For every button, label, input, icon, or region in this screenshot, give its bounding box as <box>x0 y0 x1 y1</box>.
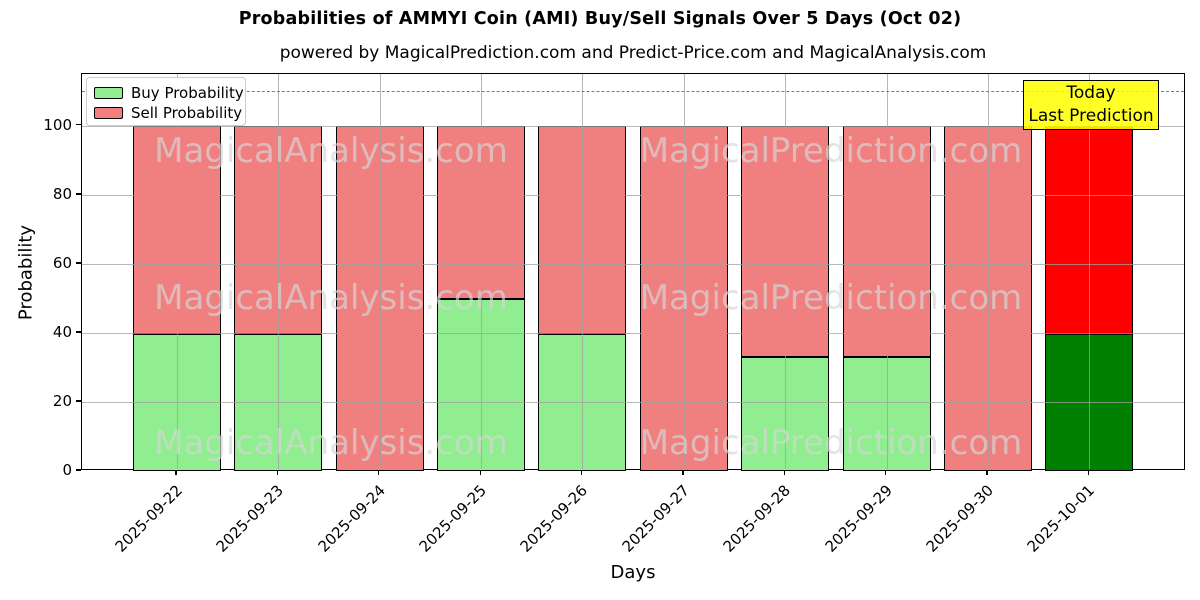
x-axis-label: Days <box>610 562 656 583</box>
y-tick-mark <box>76 262 81 264</box>
gridline-vertical <box>481 74 483 469</box>
y-tick-label: 40 <box>52 322 72 341</box>
x-tick-label: 2025-09-22 <box>111 481 187 556</box>
x-tick-label: 2025-09-28 <box>719 481 795 556</box>
y-tick-label: 80 <box>52 184 72 203</box>
watermark-prediction: MagicalPrediction.com <box>639 278 1023 318</box>
x-tick-mark <box>1087 470 1090 475</box>
gridline-vertical <box>278 74 280 469</box>
gridline-vertical <box>379 74 381 469</box>
legend-item-sell: Sell Probability <box>94 104 245 122</box>
legend-label-sell: Sell Probability <box>131 104 243 122</box>
gridline-vertical <box>177 74 178 469</box>
x-tick-mark <box>276 470 279 475</box>
y-tick-label: 0 <box>62 461 72 479</box>
x-tick-label: 2025-09-25 <box>415 481 491 556</box>
watermark-analysis: MagicalAnalysis.com <box>154 131 508 171</box>
x-tick-label: 2025-09-27 <box>618 481 693 556</box>
today-annotation-line1: Today <box>1066 83 1116 103</box>
gridline-vertical <box>987 74 989 469</box>
x-tick-mark <box>884 470 887 475</box>
gridline-vertical <box>582 74 584 469</box>
x-tick-label: 2025-09-30 <box>922 481 997 556</box>
chart-title: Probabilities of AMMYI Coin (AMI) Buy/Se… <box>238 9 962 29</box>
today-annotation: Today Last Prediction <box>1023 80 1159 130</box>
y-tick-label: 60 <box>52 253 72 272</box>
x-tick-label: 2025-09-26 <box>517 481 592 556</box>
y-tick-mark <box>76 400 81 402</box>
x-tick-label: 2025-09-29 <box>821 481 896 556</box>
y-tick-mark <box>76 193 81 195</box>
x-tick-mark <box>783 470 785 475</box>
gridline-vertical <box>785 74 787 469</box>
x-tick-mark <box>175 470 177 475</box>
watermark-analysis: MagicalAnalysis.com <box>154 423 508 463</box>
gridline-horizontal <box>82 263 1184 265</box>
gridline-vertical <box>886 74 888 469</box>
dashed-threshold-line <box>82 91 1184 93</box>
x-tick-label: 2025-09-23 <box>213 481 288 556</box>
plot-area: Buy Probability Sell Probability Today L… <box>81 73 1185 471</box>
y-tick-mark <box>76 331 81 333</box>
gridline-horizontal <box>82 194 1184 196</box>
today-annotation-line2: Last Prediction <box>1028 106 1154 126</box>
x-tick-mark <box>479 470 481 475</box>
watermark-analysis: MagicalAnalysis.com <box>154 278 508 318</box>
gridline-vertical <box>683 74 685 469</box>
y-tick-label: 100 <box>43 115 72 134</box>
y-tick-mark <box>76 124 81 126</box>
gridline-vertical <box>1089 74 1091 469</box>
x-tick-mark <box>580 470 583 475</box>
x-tick-label: 2025-10-01 <box>1023 481 1099 556</box>
gridline-horizontal <box>82 401 1184 403</box>
legend-label-buy: Buy Probability <box>131 84 244 102</box>
sell-probability-swatch <box>94 107 123 119</box>
legend: Buy Probability Sell Probability <box>86 77 246 126</box>
y-axis-label: Probability <box>15 224 37 321</box>
chart-subtitle: powered by MagicalPrediction.com and Pre… <box>279 43 987 63</box>
x-tick-mark <box>682 470 684 475</box>
watermark-prediction: MagicalPrediction.com <box>639 423 1023 463</box>
buy-probability-swatch <box>94 87 123 99</box>
watermark-prediction: MagicalPrediction.com <box>639 131 1023 171</box>
gridline-horizontal <box>82 332 1184 334</box>
x-tick-mark <box>986 470 988 475</box>
gridline-horizontal <box>82 125 1184 127</box>
y-tick-label: 20 <box>52 391 72 410</box>
legend-item-buy: Buy Probability <box>94 84 245 102</box>
x-tick-label: 2025-09-24 <box>314 481 389 556</box>
x-tick-mark <box>378 470 380 475</box>
y-tick-mark <box>76 469 81 471</box>
